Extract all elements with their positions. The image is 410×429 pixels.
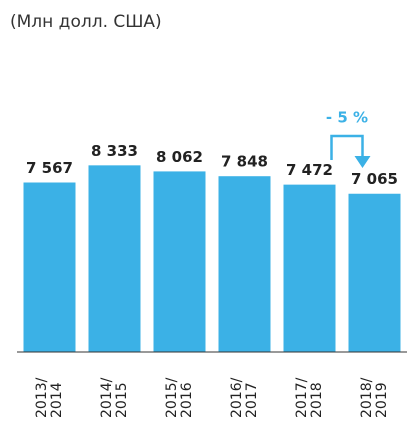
value-label: 7 065 — [351, 170, 398, 188]
x-tick-label: 2015/ 2016 — [163, 377, 195, 418]
annotation-arrow — [330, 134, 364, 160]
value-label: 7 848 — [221, 153, 268, 171]
x-tick-label: 2017/ 2018 — [293, 377, 325, 418]
bar — [283, 184, 336, 352]
annotation: - 5 % — [326, 109, 368, 127]
value-label: 7 472 — [286, 161, 333, 179]
value-label: 8 062 — [156, 148, 203, 166]
x-tick-label: 2018/ 2019 — [358, 377, 390, 418]
value-label: 8 333 — [91, 142, 138, 160]
x-tick-label: 2013/ 2014 — [33, 377, 65, 418]
annotation-arrowhead — [354, 156, 371, 168]
bar — [88, 165, 141, 352]
bar — [348, 193, 401, 352]
chart-title: (Млн долл. США) — [10, 12, 162, 32]
bar — [153, 171, 206, 352]
x-tick-label: 2014/ 2015 — [98, 377, 130, 418]
x-tick-label: 2016/ 2017 — [228, 377, 260, 418]
value-label: 7 567 — [26, 159, 73, 177]
bar — [23, 182, 76, 352]
bar — [218, 176, 271, 352]
